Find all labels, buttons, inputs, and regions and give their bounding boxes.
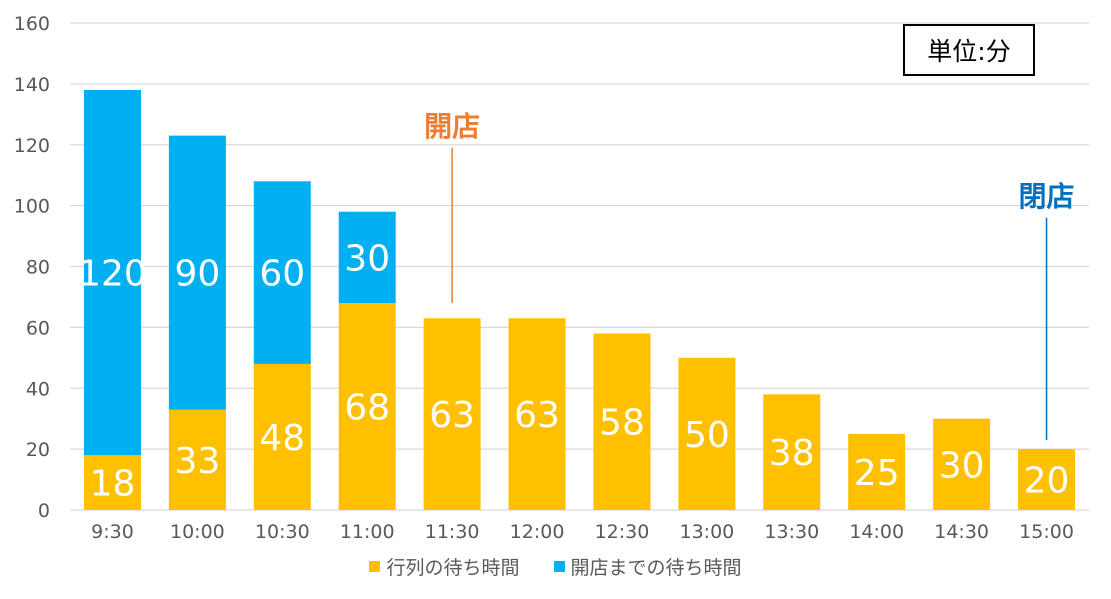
y-axis-ticks: 0 20 40 60 80 100 120 140 160 (14, 13, 50, 522)
legend-label-preopen: 開店までの待ち時間 (570, 557, 742, 579)
bar-queue (253, 363, 311, 510)
bar-queue (933, 418, 991, 510)
bars (83, 89, 1076, 510)
y-tick-label: 0 (38, 500, 50, 522)
bar-queue (848, 433, 906, 510)
data-label: 120 (78, 254, 147, 295)
data-label: 38 (769, 433, 815, 474)
data-labels: 18 120 33 90 48 60 68 30 63 63 58 50 38 25 30 20 (78, 238, 1069, 504)
x-tick-label: 11:30 (425, 521, 480, 543)
bar-queue (508, 318, 566, 510)
legend-item-preopen: 開店までの待ち時間 (553, 553, 742, 580)
x-tick-label: 11:00 (340, 521, 395, 543)
bar-preopen (83, 89, 141, 456)
data-label: 50 (684, 415, 730, 456)
x-tick-label: 10:30 (255, 521, 310, 543)
bar-queue (763, 394, 821, 510)
bar-queue (593, 333, 651, 510)
x-tick-label: 15:00 (1019, 521, 1074, 543)
data-label: 90 (174, 254, 220, 295)
bar-queue (83, 455, 141, 510)
x-tick-label: 14:00 (849, 521, 904, 543)
y-tick-label: 120 (14, 135, 50, 157)
y-tick-label: 40 (26, 378, 50, 400)
y-tick-label: 100 (14, 196, 50, 218)
data-label: 30 (939, 445, 985, 486)
x-tick-label: 14:30 (934, 521, 989, 543)
data-label: 63 (514, 395, 560, 436)
legend-label-queue: 行列の待ち時間 (386, 557, 520, 579)
bar-preopen (253, 181, 311, 364)
annotation-label: 開店 (424, 110, 480, 143)
x-tick-label: 10:00 (170, 521, 225, 543)
data-label: 20 (1024, 461, 1070, 502)
x-tick-label: 12:30 (595, 521, 650, 543)
legend-item-queue: 行列の待ち時間 (369, 553, 520, 580)
unit-label: 単位:分 (927, 37, 1011, 66)
data-label: 60 (259, 254, 305, 295)
legend-swatch-queue (369, 561, 381, 572)
bar-preopen (168, 135, 226, 410)
bar-queue (168, 409, 226, 510)
y-tick-label: 140 (14, 74, 50, 96)
data-label: 68 (344, 388, 390, 429)
gridlines (70, 22, 1089, 511)
data-label: 25 (854, 453, 900, 494)
y-tick-label: 160 (14, 13, 50, 35)
bar-preopen (338, 211, 396, 304)
y-tick-label: 20 (26, 439, 50, 461)
data-label: 63 (429, 395, 475, 436)
y-tick-label: 80 (26, 257, 50, 279)
data-label: 30 (344, 238, 390, 279)
legend-swatch-preopen (553, 561, 565, 572)
bar-queue (1018, 449, 1076, 510)
x-axis-ticks: 9:30 10:00 10:30 11:00 11:30 12:00 12:30 13:00 1… (91, 521, 1074, 543)
annotation-label: 閉店 (1019, 180, 1075, 213)
x-tick-label: 13:30 (764, 521, 819, 543)
bar-queue (423, 318, 481, 510)
bar-queue (678, 357, 736, 510)
data-label: 48 (259, 418, 305, 459)
data-label: 58 (599, 403, 645, 444)
x-tick-label: 12:00 (510, 521, 565, 543)
y-tick-label: 60 (26, 317, 50, 339)
x-tick-label: 9:30 (91, 521, 134, 543)
legend: 行列の待ち時間 開店までの待ち時間 (0, 553, 1111, 580)
x-tick-label: 13:00 (679, 521, 734, 543)
bar-queue (338, 303, 396, 510)
data-label: 18 (90, 464, 136, 505)
data-label: 33 (174, 441, 220, 482)
unit-label-box: 単位:分 (903, 24, 1035, 76)
